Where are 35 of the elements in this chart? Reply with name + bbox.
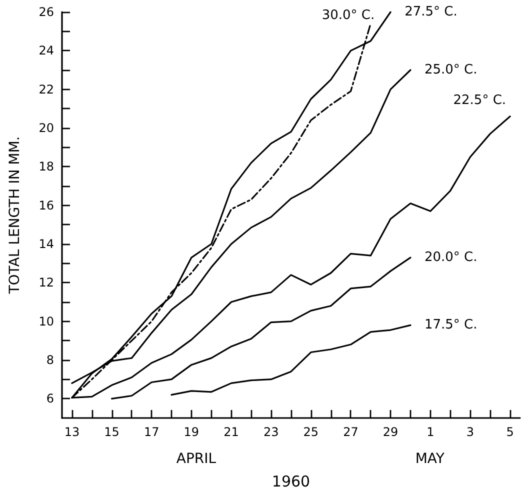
text: APRIL: [176, 451, 216, 467]
series-label: 22.5° C.: [453, 92, 506, 108]
series-label: 30.0° C.: [322, 8, 375, 24]
x-tick-label: 1: [426, 425, 434, 439]
y-tick-label: 20: [38, 121, 54, 135]
x-tick-label: 15: [104, 425, 120, 439]
text: MAY: [415, 451, 445, 467]
x-tick-label: 5: [506, 425, 514, 439]
x-tick-label: 23: [263, 425, 279, 439]
x-axis-title: 1960: [272, 472, 310, 490]
y-tick-label: 16: [38, 198, 54, 212]
x-tick-label: 19: [184, 425, 200, 439]
x-tick-label: 17: [144, 425, 160, 439]
series-label: 20.0° C.: [424, 250, 478, 266]
y-tick-label: 14: [38, 237, 54, 251]
y-tick-label: 18: [38, 160, 54, 174]
x-tick-label: 27: [343, 425, 358, 439]
series-label: 17.5° C.: [424, 318, 478, 333]
x-tick-label: 13: [64, 425, 80, 439]
y-tick-label: 8: [46, 353, 54, 367]
line-series: [170, 324, 412, 396]
y-axis-title: TOTAL LENGTH IN MM.: [7, 136, 23, 295]
y-tick-label: 10: [38, 314, 54, 328]
series-label: 25.0° C.: [424, 62, 478, 78]
series-label: 27.5° C.: [404, 4, 458, 20]
x-tick-label: 25: [303, 425, 319, 439]
x-tick-label: 21: [224, 425, 239, 439]
y-tick-label: 12: [38, 276, 54, 290]
x-tick-label: 3: [466, 425, 474, 439]
line-series: [110, 256, 412, 400]
y-tick-label: 24: [38, 44, 54, 58]
x-tick-label: 29: [382, 425, 398, 439]
y-tick-label: 6: [46, 392, 54, 406]
y-tick-label: 22: [38, 82, 54, 96]
y-tick-label: 26: [38, 5, 54, 19]
